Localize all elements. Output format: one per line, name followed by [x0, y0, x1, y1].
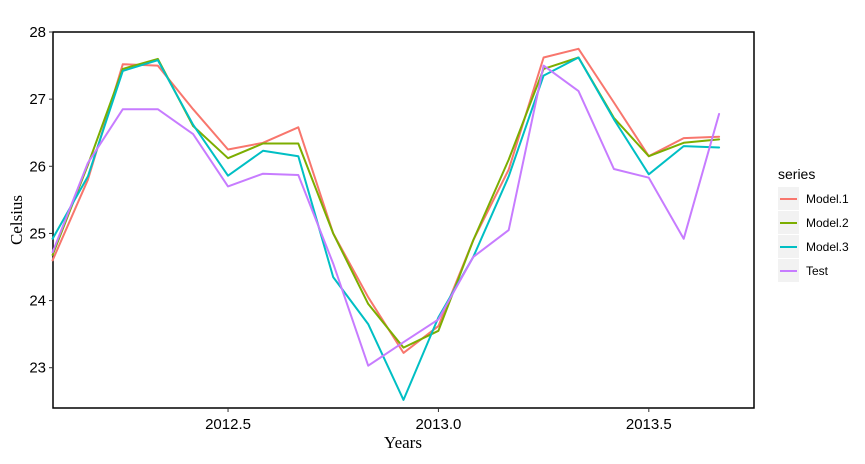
y-tick-label: 27	[29, 91, 46, 108]
legend-label: Test	[806, 264, 829, 278]
y-tick-label: 23	[29, 360, 46, 377]
x-tick-label: 2013.5	[626, 416, 672, 433]
y-axis-title: Celsius	[7, 195, 26, 245]
series-line-test	[51, 64, 721, 367]
legend-title: series	[778, 166, 815, 182]
y-tick-label: 28	[29, 24, 46, 41]
y-tick-label: 24	[29, 293, 46, 310]
legend-label: Model.1	[806, 192, 849, 206]
legend: series Model.1 Model.2 Model.3 Test	[778, 166, 849, 282]
legend-label: Model.2	[806, 216, 849, 230]
plot-background	[52, 31, 755, 409]
x-tick-label: 2013.0	[415, 416, 461, 433]
x-tick-label: 2012.5	[205, 416, 251, 433]
x-axis-title: Years	[384, 433, 422, 452]
legend-label: Model.3	[806, 240, 849, 254]
y-tick-label: 26	[29, 158, 46, 175]
series-line-model-3	[51, 56, 721, 401]
axis-layer: 23 24 25 26 27 28 2012.5 2013.0 2013.5	[29, 24, 671, 433]
y-tick-label: 25	[29, 225, 46, 242]
series-layer	[51, 47, 721, 401]
